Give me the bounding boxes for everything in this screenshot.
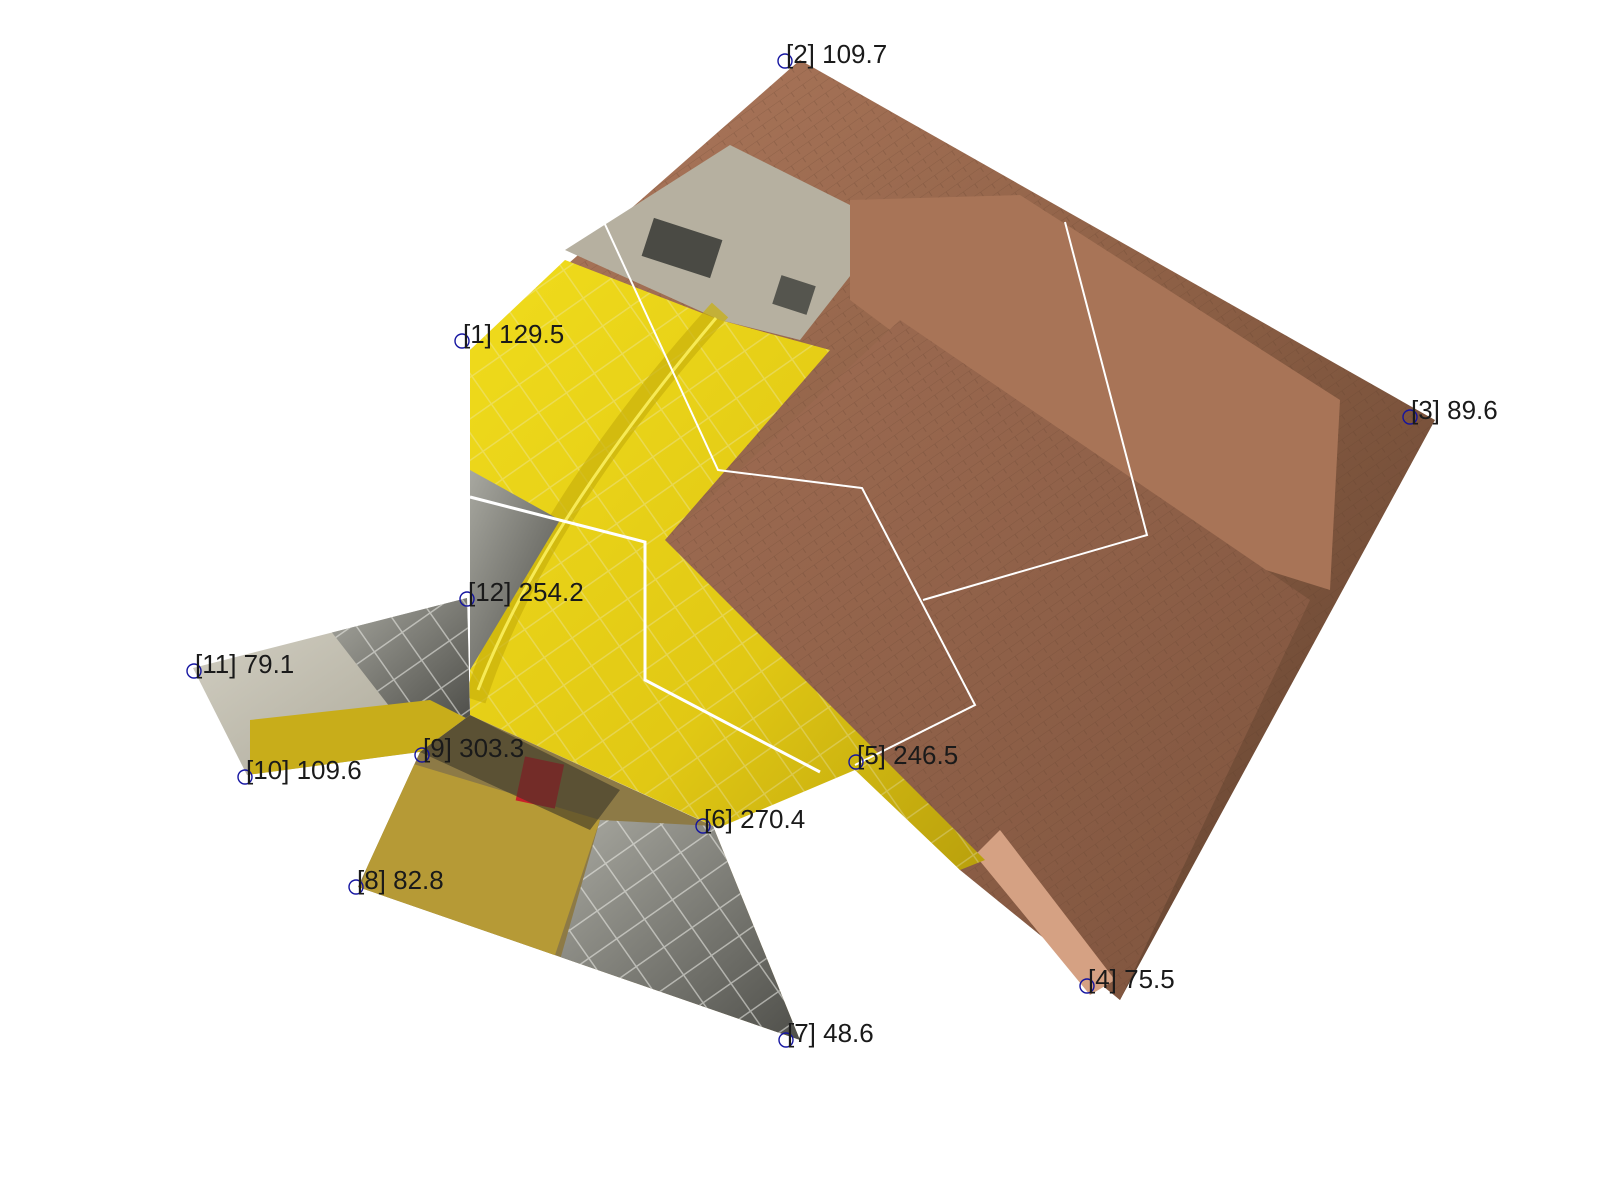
vertex-marker-10 [237, 769, 253, 785]
yellow-cylinder-rim [464, 302, 729, 704]
seam-line-right [922, 221, 1149, 601]
vertex-marker-11 [186, 663, 202, 679]
vertex-label-1: [1] 129.5 [463, 319, 564, 349]
vertex-label-10: [10] 109.6 [246, 755, 362, 785]
yellow-cylinder-grid [470, 260, 985, 870]
seam-line-upper [602, 219, 977, 766]
bottom-piece-dark-band [420, 715, 620, 830]
left-piece-yellow [250, 700, 470, 775]
vertex-label-6: [6] 270.4 [704, 804, 805, 834]
vertex-label-9: [9] 303.3 [423, 733, 524, 763]
vertex-marker-2 [777, 53, 793, 69]
window-1 [641, 217, 723, 279]
vertex-label-11: [11] 79.1 [195, 649, 294, 679]
vertex-marker-5 [848, 754, 864, 770]
vertex-label-5: [5] 246.5 [857, 740, 958, 770]
vertex-label-2: [2] 109.7 [786, 39, 887, 69]
vertex-marker-8 [348, 879, 364, 895]
vertex-marker-7 [778, 1032, 794, 1048]
glass-facade-top [470, 470, 560, 670]
vertex-marker-6 [695, 818, 711, 834]
vertex-label-4: [4] 75.5 [1088, 964, 1175, 994]
vertex-marker-9 [414, 747, 430, 763]
seam-lines [469, 219, 1149, 774]
brick-block-light [850, 195, 1340, 590]
vertex-label-3: [3] 89.6 [1411, 395, 1498, 425]
yellow-cylinder-rim-edge [476, 317, 718, 691]
seam-line-main [469, 495, 821, 774]
brick-ledge-light [975, 830, 1115, 995]
vertex-labels: [1] 129.5 [2] 109.7 [3] 89.6 [4] 75.5 [5… [195, 39, 1498, 1048]
vertex-marker-12 [459, 591, 475, 607]
window-2 [772, 275, 816, 315]
panorama-image-pieces [193, 60, 1435, 1040]
vertex-label-7: [7] 48.6 [787, 1018, 874, 1048]
vertex-markers [186, 53, 1418, 1048]
vertex-marker-3 [1402, 409, 1418, 425]
vertex-label-12: [12] 254.2 [468, 577, 584, 607]
vertex-marker-1 [454, 333, 470, 349]
bottom-piece-glass-grid [560, 820, 800, 1040]
brick-block-front-texture [665, 320, 1310, 1000]
left-piece-glass-grid [330, 598, 470, 720]
vertex-marker-4 [1079, 978, 1095, 994]
vertex-label-8: [8] 82.8 [357, 865, 444, 895]
bottom-piece-yellow-wall [360, 760, 600, 1000]
